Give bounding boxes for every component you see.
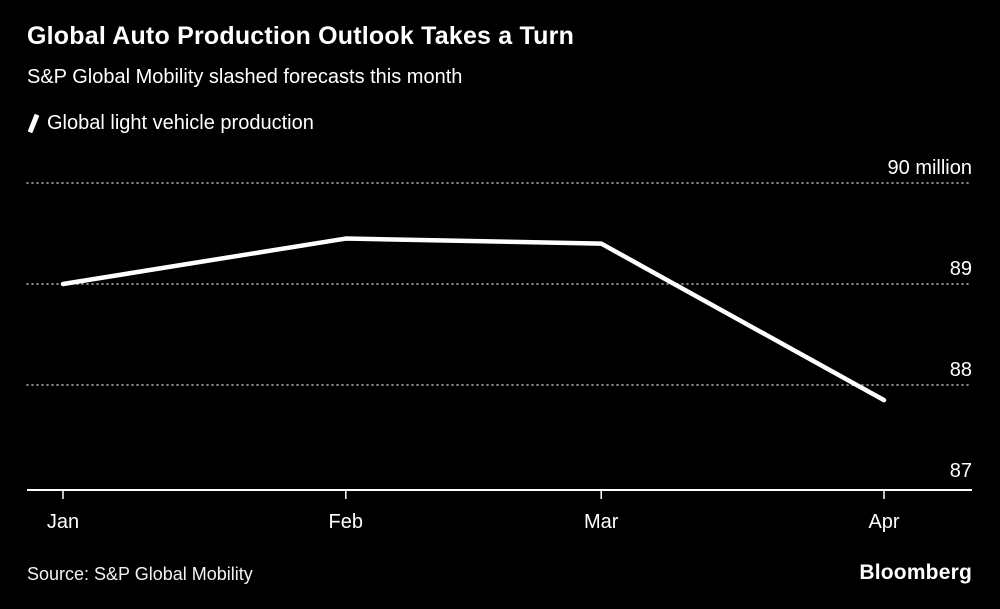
- source-note: Source: S&P Global Mobility: [27, 564, 253, 584]
- chart-subtitle: S&P Global Mobility slashed forecasts th…: [27, 66, 463, 88]
- legend-label: Global light vehicle production: [47, 112, 314, 134]
- svg-text:Mar: Mar: [584, 511, 619, 533]
- svg-text:Feb: Feb: [329, 511, 363, 533]
- legend: Global light vehicle production: [27, 112, 314, 135]
- bloomberg-logo: Bloomberg: [859, 561, 972, 584]
- svg-text:88: 88: [950, 359, 972, 381]
- svg-text:87: 87: [950, 460, 972, 482]
- chart-title: Global Auto Production Outlook Takes a T…: [27, 22, 575, 50]
- svg-text:Jan: Jan: [47, 511, 79, 533]
- svg-text:89: 89: [950, 258, 972, 280]
- svg-text:90 million: 90 million: [888, 157, 972, 179]
- svg-text:Apr: Apr: [868, 511, 899, 533]
